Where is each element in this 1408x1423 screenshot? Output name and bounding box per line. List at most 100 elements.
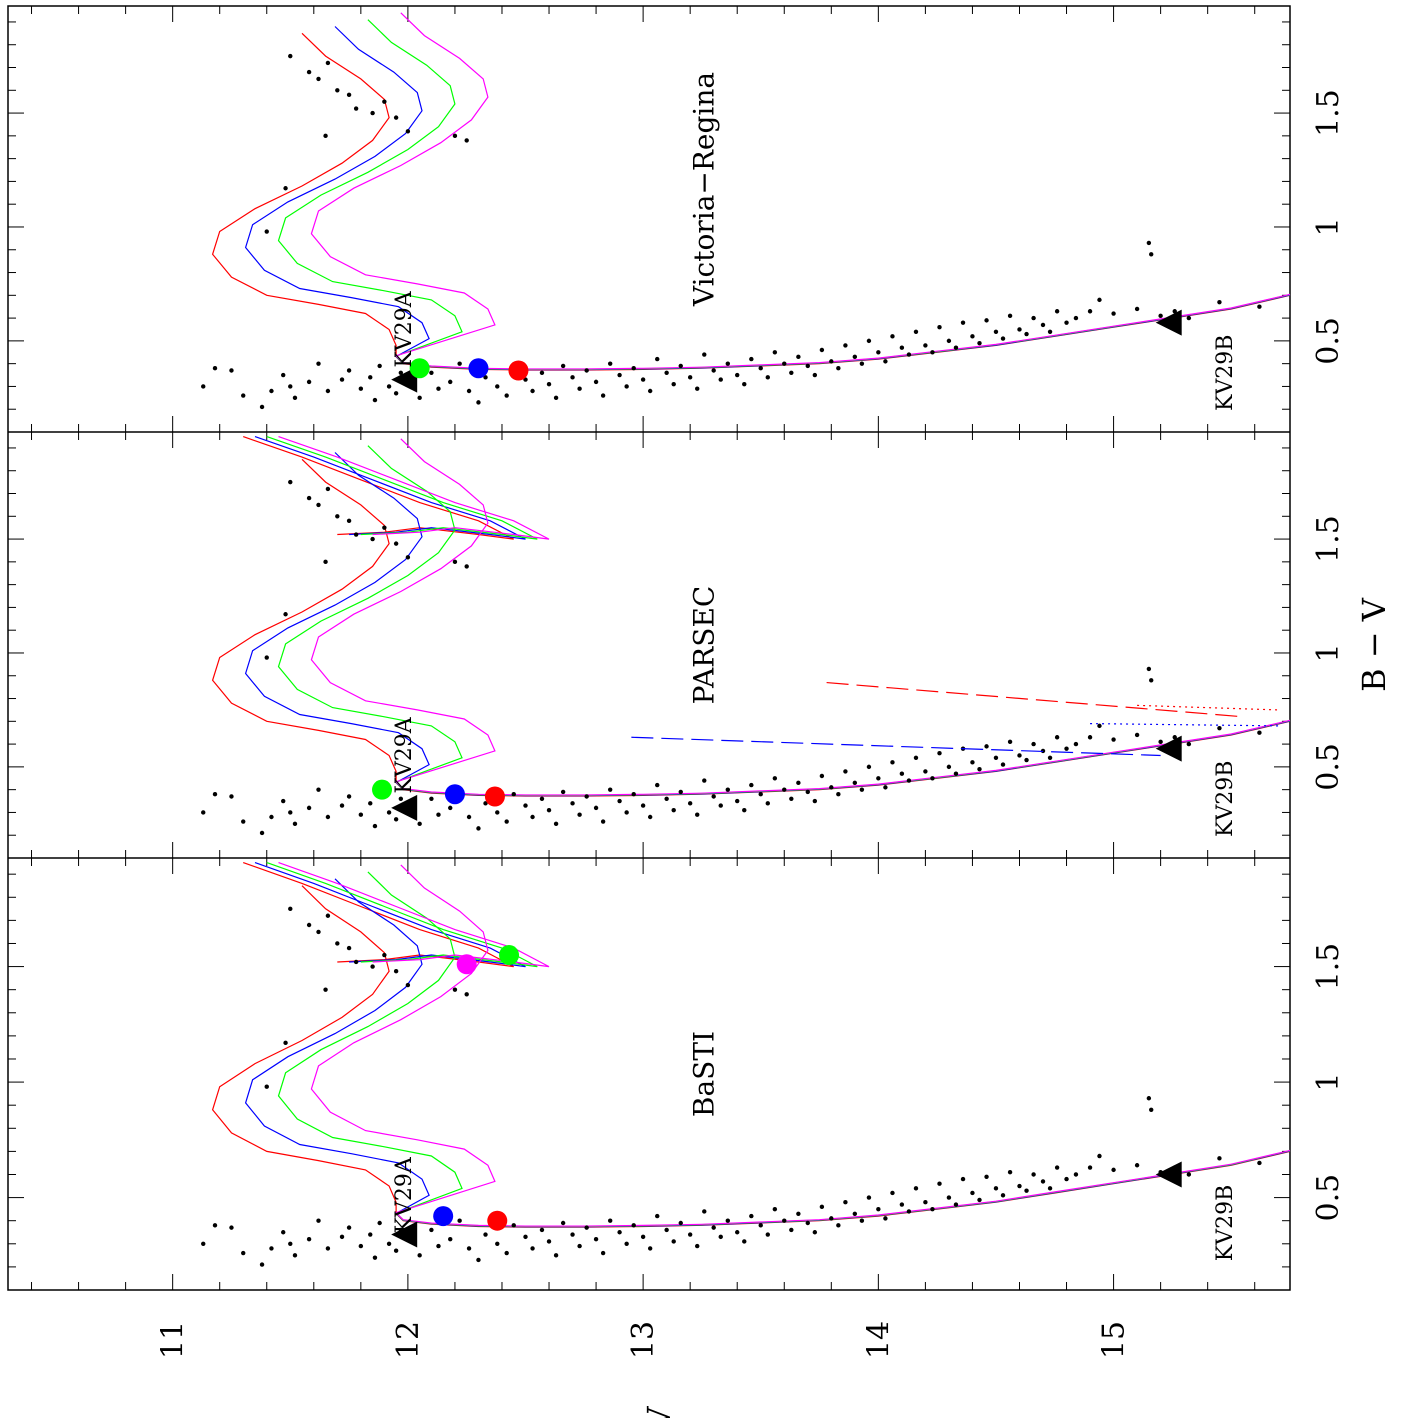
marker-green bbox=[409, 358, 430, 379]
star-point bbox=[631, 1223, 636, 1228]
star-point bbox=[358, 812, 364, 817]
star-point bbox=[546, 381, 552, 387]
star-point bbox=[377, 1220, 382, 1226]
star-point bbox=[1257, 730, 1262, 735]
star-point bbox=[393, 391, 399, 396]
star-point bbox=[984, 318, 989, 323]
star-point bbox=[405, 129, 411, 134]
star-point bbox=[464, 564, 469, 569]
star-point bbox=[1146, 1096, 1152, 1101]
star-point bbox=[335, 514, 340, 519]
star-point bbox=[281, 1230, 286, 1235]
star-point bbox=[607, 361, 613, 366]
star-point bbox=[664, 370, 669, 375]
star-point bbox=[600, 1250, 606, 1256]
star-point bbox=[946, 338, 952, 344]
v-tick-label: 15 bbox=[1097, 1321, 1132, 1359]
star-point bbox=[229, 1225, 234, 1230]
star-point bbox=[504, 819, 509, 824]
star-point bbox=[859, 1218, 865, 1223]
star-point bbox=[890, 1190, 895, 1196]
star-label: KV29B bbox=[1213, 1185, 1238, 1261]
star-point bbox=[977, 340, 982, 346]
star-point bbox=[796, 354, 801, 360]
star-point bbox=[1149, 252, 1154, 257]
star-point bbox=[1134, 306, 1140, 312]
star-point bbox=[584, 794, 589, 799]
star-point bbox=[640, 377, 646, 382]
star-point bbox=[593, 379, 599, 385]
star-point bbox=[852, 354, 858, 360]
x-axis-label: V bbox=[640, 1406, 678, 1418]
marker-blue bbox=[444, 784, 465, 805]
star-point bbox=[241, 393, 246, 398]
star-point bbox=[765, 1232, 770, 1237]
star-point bbox=[993, 1186, 999, 1191]
star-point bbox=[539, 370, 545, 375]
star-point bbox=[466, 388, 472, 394]
star-point bbox=[577, 812, 582, 817]
star-point bbox=[316, 361, 321, 366]
star-point bbox=[711, 1225, 716, 1230]
star-point bbox=[570, 801, 575, 806]
star-point bbox=[1000, 762, 1006, 767]
star-point bbox=[624, 384, 629, 389]
isochrone-magenta bbox=[310, 12, 1291, 370]
star-point bbox=[393, 817, 399, 822]
star-point bbox=[671, 381, 676, 387]
star-point bbox=[466, 1246, 472, 1251]
star-point bbox=[201, 810, 206, 815]
star-point bbox=[584, 368, 589, 373]
star-point bbox=[1087, 309, 1093, 314]
star-point bbox=[288, 810, 293, 815]
star-point bbox=[765, 375, 770, 380]
v-tick-label: 12 bbox=[391, 1321, 426, 1359]
star-point bbox=[600, 393, 606, 398]
star-point bbox=[819, 773, 825, 779]
star-point bbox=[201, 384, 206, 389]
star-point bbox=[1031, 315, 1036, 321]
star-point bbox=[1024, 1188, 1029, 1193]
star-point bbox=[993, 755, 999, 760]
star-point bbox=[749, 1213, 754, 1219]
star-point bbox=[530, 388, 535, 394]
star-label: KV29A bbox=[392, 716, 417, 793]
bv-tick-label: 0.5 bbox=[1311, 743, 1346, 791]
star-point bbox=[457, 1218, 462, 1223]
star-point bbox=[339, 803, 345, 808]
star-point bbox=[1111, 311, 1116, 316]
star-point bbox=[655, 356, 660, 362]
star-point bbox=[742, 1239, 747, 1244]
star-point bbox=[283, 1040, 288, 1046]
star-point bbox=[1040, 322, 1046, 328]
star-point bbox=[372, 1255, 378, 1260]
star-point bbox=[306, 69, 312, 75]
star-point bbox=[796, 780, 801, 786]
star-point bbox=[678, 789, 683, 795]
star-point bbox=[1217, 725, 1222, 731]
bv-tick-label: 1.5 bbox=[1311, 943, 1346, 991]
star-point bbox=[977, 1197, 982, 1203]
star-point bbox=[866, 764, 872, 770]
star-point bbox=[316, 1218, 321, 1223]
star-point bbox=[1007, 1169, 1013, 1175]
star-point bbox=[539, 1227, 545, 1233]
star-point bbox=[960, 1176, 966, 1182]
star-point bbox=[812, 1230, 818, 1235]
star-point bbox=[292, 1253, 298, 1258]
star-point bbox=[393, 1248, 399, 1253]
dashed-line-blue bbox=[631, 736, 1161, 757]
star-point bbox=[749, 782, 754, 788]
star-point bbox=[1146, 240, 1152, 246]
star-point bbox=[382, 525, 387, 530]
star-point bbox=[259, 1262, 265, 1267]
star-point bbox=[953, 771, 959, 776]
star-point bbox=[607, 787, 613, 792]
star-point bbox=[452, 133, 458, 139]
star-point bbox=[259, 830, 265, 836]
isochrone-magenta bbox=[310, 438, 1291, 796]
star-point bbox=[570, 1232, 575, 1237]
star-point bbox=[1217, 299, 1222, 305]
star-point bbox=[772, 350, 778, 355]
